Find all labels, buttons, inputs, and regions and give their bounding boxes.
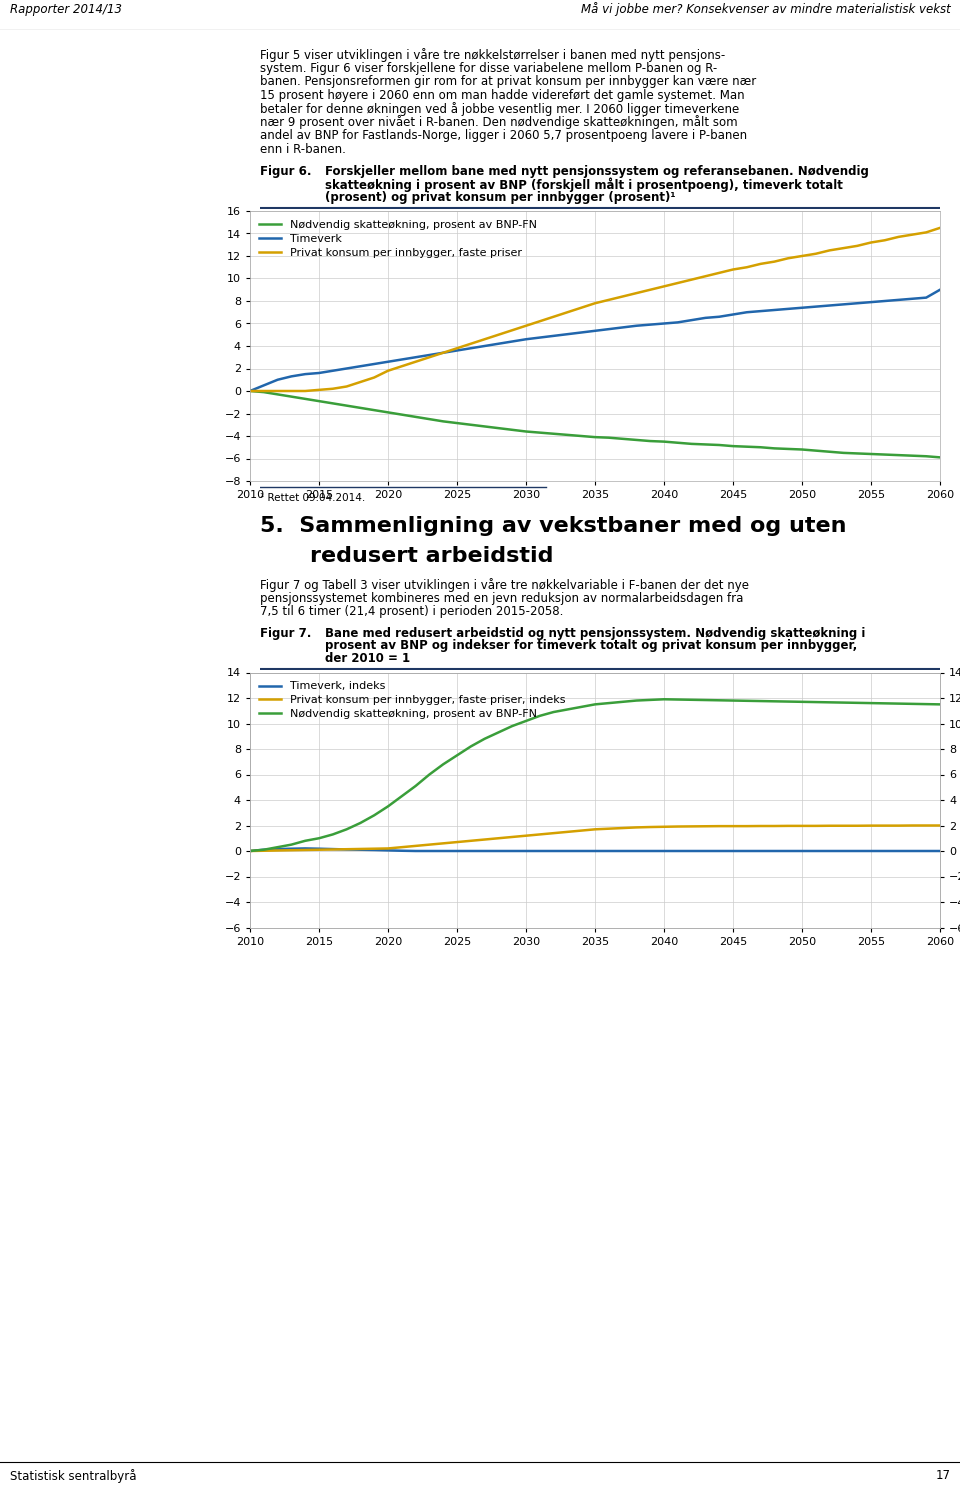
- Text: Figur 7.: Figur 7.: [260, 627, 311, 640]
- Text: 15 prosent høyere i 2060 enn om man hadde videreført det gamle systemet. Man: 15 prosent høyere i 2060 enn om man hadd…: [260, 89, 745, 101]
- Text: Bane med redusert arbeidstid og nytt pensjonssystem. Nødvendig skatteøkning i: Bane med redusert arbeidstid og nytt pen…: [325, 627, 865, 639]
- Text: system. Figur 6 viser forskjellene for disse variabelene mellom P-banen og R-: system. Figur 6 viser forskjellene for d…: [260, 61, 717, 74]
- Text: Figur 7 og Tabell 3 viser utviklingen i våre tre nøkkelvariable i F-banen der de: Figur 7 og Tabell 3 viser utviklingen i …: [260, 578, 749, 591]
- Text: Rapporter 2014/13: Rapporter 2014/13: [10, 3, 122, 15]
- Text: der 2010 = 1: der 2010 = 1: [325, 652, 410, 666]
- Text: nær 9 prosent over nivået i R-banen. Den nødvendige skatteøkningen, målt som: nær 9 prosent over nivået i R-banen. Den…: [260, 115, 737, 130]
- Text: 17: 17: [935, 1470, 950, 1483]
- Text: (prosent) og privat konsum per innbygger (prosent)¹: (prosent) og privat konsum per innbygger…: [325, 191, 676, 204]
- Legend: Nødvendig skatteøkning, prosent av BNP-FN, Timeverk, Privat konsum per innbygger: Nødvendig skatteøkning, prosent av BNP-F…: [255, 216, 540, 261]
- Text: Figur 6.: Figur 6.: [260, 165, 311, 179]
- Text: andel av BNP for Fastlands-Norge, ligger i 2060 5,7 prosentpoeng lavere i P-bane: andel av BNP for Fastlands-Norge, ligger…: [260, 130, 747, 143]
- Text: pensjonssystemet kombineres med en jevn reduksjon av normalarbeidsdagen fra: pensjonssystemet kombineres med en jevn …: [260, 591, 743, 605]
- Text: enn i R-banen.: enn i R-banen.: [260, 143, 346, 156]
- Text: betaler for denne økningen ved å jobbe vesentlig mer. I 2060 ligger timeverkene: betaler for denne økningen ved å jobbe v…: [260, 101, 739, 116]
- Text: prosent av BNP og indekser for timeverk totalt og privat konsum per innbygger,: prosent av BNP og indekser for timeverk …: [325, 639, 857, 652]
- Legend: Timeverk, indeks, Privat konsum per innbygger, faste priser, indeks, Nødvendig s: Timeverk, indeks, Privat konsum per innb…: [255, 677, 569, 722]
- Text: ¹ Rettet 09.04.2014.: ¹ Rettet 09.04.2014.: [260, 493, 365, 503]
- Text: Statistisk sentralbyrå: Statistisk sentralbyrå: [10, 1470, 136, 1483]
- Text: banen. Pensjonsreformen gir rom for at privat konsum per innbygger kan være nær: banen. Pensjonsreformen gir rom for at p…: [260, 76, 756, 88]
- Text: Forskjeller mellom bane med nytt pensjonssystem og referansebanen. Nødvendig: Forskjeller mellom bane med nytt pensjon…: [325, 165, 869, 179]
- Text: Figur 5 viser utviklingen i våre tre nøkkelstørrelser i banen med nytt pensjons-: Figur 5 viser utviklingen i våre tre nøk…: [260, 48, 725, 61]
- Text: Må vi jobbe mer? Konsekvenser av mindre materialistisk vekst: Må vi jobbe mer? Konsekvenser av mindre …: [581, 1, 950, 16]
- Text: 5.  Sammenligning av vekstbaner med og uten: 5. Sammenligning av vekstbaner med og ut…: [260, 517, 847, 536]
- Text: skatteøkning i prosent av BNP (forskjell målt i prosentpoeng), timeverk totalt: skatteøkning i prosent av BNP (forskjell…: [325, 177, 843, 192]
- Text: 7,5 til 6 timer (21,4 prosent) i perioden 2015-2058.: 7,5 til 6 timer (21,4 prosent) i periode…: [260, 605, 564, 618]
- Text: redusert arbeidstid: redusert arbeidstid: [310, 546, 553, 566]
